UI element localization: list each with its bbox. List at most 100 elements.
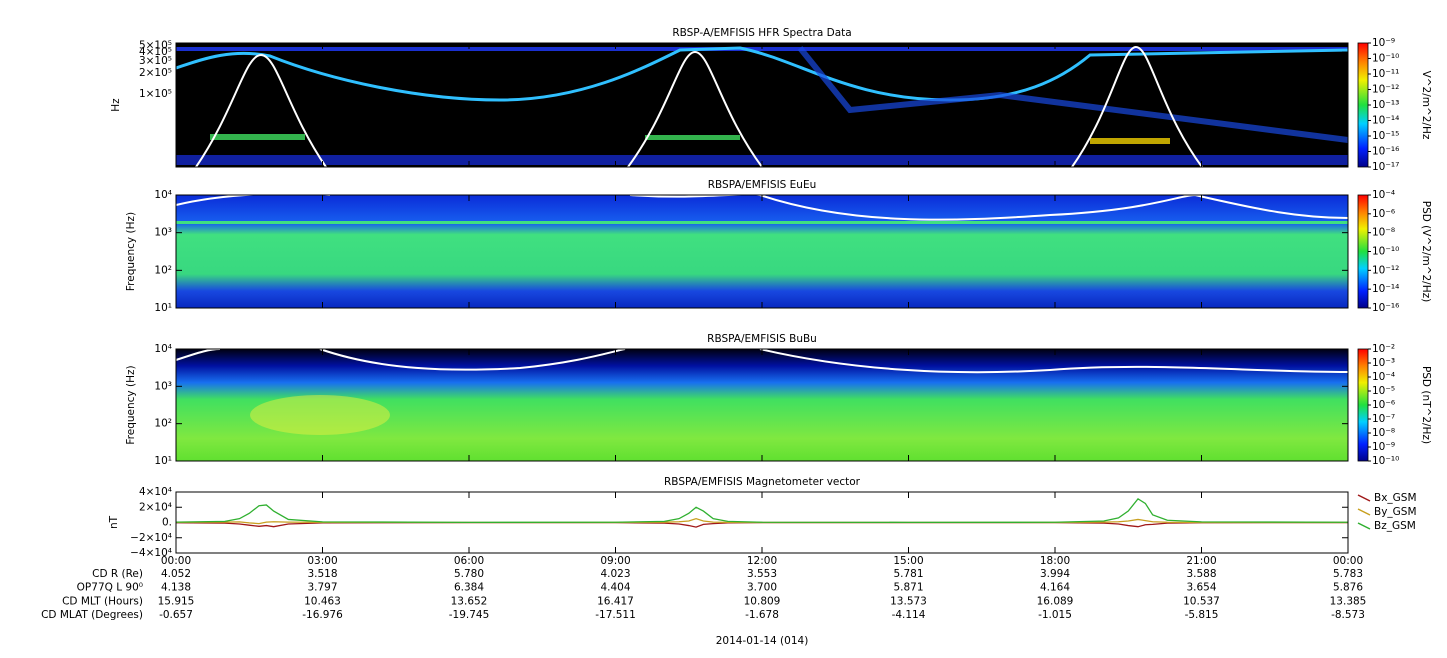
colorbar-label: PSD (nT^2/Hz) xyxy=(1420,366,1432,444)
colorbar-tick-label: 10⁻¹³ xyxy=(1372,99,1399,111)
panel-title: RBSPA/EMFISIS Magnetometer vector xyxy=(664,476,861,488)
ephemeris-value: 15.915 xyxy=(158,595,195,607)
y-axis-label: nT xyxy=(108,515,120,529)
colorbar-tick-label: 10⁻⁹ xyxy=(1372,37,1395,49)
x-tick-label: 18:00 xyxy=(1040,555,1070,567)
y-tick-label: 10³ xyxy=(154,380,172,392)
colorbar-label: V^2/m^2/Hz xyxy=(1420,71,1432,140)
ephemeris-value: 3.797 xyxy=(307,582,337,594)
colorbar-tick-label: 10⁻⁶ xyxy=(1372,399,1395,411)
spectrogram-band xyxy=(176,221,1348,224)
ephemeris-value: 4.164 xyxy=(1040,582,1070,594)
spectrogram-feature xyxy=(797,46,1349,143)
ephemeris-value: 3.700 xyxy=(747,582,777,594)
ephemeris-value: -1.015 xyxy=(1038,609,1072,621)
spectrogram-feature xyxy=(250,395,390,435)
ephemeris-value: 16.417 xyxy=(597,595,634,607)
x-tick-label: 09:00 xyxy=(600,555,630,567)
ephemeris-value: -16.976 xyxy=(302,609,343,621)
y-tick-label: 10¹ xyxy=(154,455,172,467)
colorbar-tick-label: 10⁻¹⁶ xyxy=(1372,302,1399,314)
ephemeris-value: -17.511 xyxy=(595,609,636,621)
colorbar-tick-label: 10⁻¹² xyxy=(1372,84,1399,96)
data-line xyxy=(175,518,1349,525)
hfr-spectrogram xyxy=(175,43,1349,168)
y-tick-label: 10⁴ xyxy=(154,189,172,201)
colorbar-tick-label: 10⁻⁶ xyxy=(1372,208,1395,220)
colorbar-tick-label: 10⁻⁹ xyxy=(1372,441,1395,453)
colorbar-tick-label: 10⁻⁴ xyxy=(1372,189,1395,201)
colorbar-label: PSD (V^2/m^2/Hz) xyxy=(1420,201,1432,302)
data-line xyxy=(175,521,1349,528)
ephemeris-value: 4.138 xyxy=(161,582,191,594)
ephemeris-value: 5.781 xyxy=(893,568,923,580)
colorbar-tick-label: 10⁻⁴ xyxy=(1372,371,1395,383)
y-tick-label: 4×10⁴ xyxy=(139,486,172,498)
spectrogram-background xyxy=(176,195,1348,308)
colorbar-tick-label: 10⁻¹⁶ xyxy=(1372,146,1399,158)
spectrogram-background xyxy=(176,43,1348,167)
x-tick-label: 06:00 xyxy=(454,555,484,567)
colorbar-tick-label: 10⁻¹⁵ xyxy=(1372,130,1399,142)
legend-swatch xyxy=(1357,522,1371,530)
legend-label: Bz_GSM xyxy=(1374,520,1416,532)
ephemeris-value: 10.809 xyxy=(744,595,781,607)
y-axis-label: Frequency (Hz) xyxy=(125,212,137,291)
colorbar-tick-label: 10⁻¹⁷ xyxy=(1372,161,1399,173)
spectrogram-feature xyxy=(210,134,305,140)
legend-label: By_GSM xyxy=(1374,506,1417,518)
colorbar-tick-label: 10⁻¹⁰ xyxy=(1372,53,1399,65)
white-curve xyxy=(195,45,1203,168)
ephemeris-value: 5.783 xyxy=(1333,568,1363,580)
y-tick-label: 10¹ xyxy=(154,302,172,314)
ephemeris-value: 4.023 xyxy=(600,568,630,580)
colorbar-tick-label: 10⁻³ xyxy=(1372,357,1395,369)
colorbar-tick-label: 10⁻¹⁰ xyxy=(1372,246,1399,258)
ephemeris-value: 10.537 xyxy=(1183,595,1220,607)
ephemeris-value: -19.745 xyxy=(449,609,490,621)
colorbar xyxy=(1357,194,1369,309)
colorbar-tick-label: 10⁻⁸ xyxy=(1372,227,1395,239)
y-tick-label: 3×10⁵ xyxy=(139,55,172,67)
ephemeris-value: -8.573 xyxy=(1331,609,1365,621)
ephemeris-label: OP77Q L 90⁰ xyxy=(77,582,143,594)
y-tick-label: 2×10⁴ xyxy=(139,501,172,513)
colorbar xyxy=(1357,348,1369,462)
ephemeris-value: 13.385 xyxy=(1330,595,1367,607)
colorbar xyxy=(1357,42,1369,168)
x-tick-label: 15:00 xyxy=(893,555,923,567)
ephemeris-value: -0.657 xyxy=(159,609,193,621)
ephemeris-value: 3.588 xyxy=(1186,568,1216,580)
ephemeris-value: -4.114 xyxy=(892,609,926,621)
ephemeris-value: 3.518 xyxy=(307,568,337,580)
data-line xyxy=(175,498,1349,523)
colorbar-tick-label: 10⁻² xyxy=(1372,343,1395,355)
y-tick-label: 0. xyxy=(162,517,172,529)
legend-swatch xyxy=(1357,508,1371,516)
y-tick-label: 10³ xyxy=(154,227,172,239)
colorbar-tick-label: 10⁻¹¹ xyxy=(1372,68,1399,80)
x-tick-label: 12:00 xyxy=(747,555,777,567)
x-tick-label: 00:00 xyxy=(1333,555,1363,567)
colorbar-tick-label: 10⁻⁷ xyxy=(1372,413,1395,425)
colorbar-tick-label: 10⁻¹⁰ xyxy=(1372,455,1399,467)
y-tick-label: 1×10⁵ xyxy=(139,88,172,100)
y-tick-label: 10² xyxy=(154,418,172,430)
y-tick-label: −4×10⁴ xyxy=(130,547,172,559)
y-tick-label: 2×10⁵ xyxy=(139,67,172,79)
ephemeris-value: 13.573 xyxy=(890,595,927,607)
ephemeris-value: 5.871 xyxy=(893,582,923,594)
spectrogram-feature xyxy=(1090,138,1170,144)
panel-title: RBSPA/EMFISIS EuEu xyxy=(708,179,817,191)
ephemeris-value: 3.654 xyxy=(1186,582,1216,594)
colorbar-tick-label: 10⁻⁵ xyxy=(1372,385,1395,397)
ephemeris-value: 3.994 xyxy=(1040,568,1070,580)
ephemeris-label: CD R (Re) xyxy=(92,568,143,580)
y-tick-label: 4×10⁵ xyxy=(139,46,172,58)
panel-title: RBSPA/EMFISIS BuBu xyxy=(707,333,817,345)
y-tick-label: 10⁴ xyxy=(154,343,172,355)
legend-label: Bx_GSM xyxy=(1374,492,1417,504)
